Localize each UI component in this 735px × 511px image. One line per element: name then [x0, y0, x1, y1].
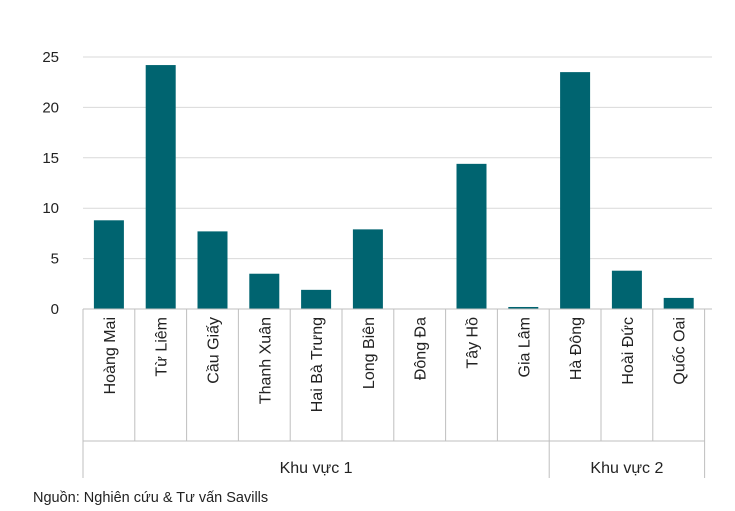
x-axis [82, 308, 712, 478]
x-tick-label: Hoàng Mai [102, 317, 119, 394]
bar [145, 65, 176, 310]
y-tick-label: 20 [42, 99, 59, 116]
bar [301, 289, 332, 309]
x-tick-label: Gia Lâm [516, 317, 533, 377]
x-tick-label: Quốc Oai [672, 317, 689, 385]
bar [560, 72, 591, 310]
x-tick-label: Đông Đa [413, 317, 430, 380]
x-tick-label: Hà Đông [568, 317, 585, 380]
x-tick-label: Từ Liêm [154, 317, 171, 377]
gridlines [83, 56, 712, 260]
y-axis-ticks: 0 5 10 15 20 25 [42, 49, 59, 318]
x-tick-label: Long Biên [361, 317, 378, 389]
bar [352, 229, 383, 309]
bar [663, 297, 694, 309]
x-tick-label: Hoài Đức [620, 317, 637, 385]
y-tick-label: 5 [51, 251, 59, 268]
y-tick-label: 15 [42, 150, 59, 167]
group-label: Khu vực 2 [590, 460, 663, 477]
x-tick-label: Hai Bà Trưng [309, 317, 326, 412]
bar [508, 306, 539, 309]
group-label: Khu vực 1 [280, 460, 353, 477]
x-tick-label: Cầu Giấy [206, 317, 223, 384]
bar [611, 270, 642, 309]
source-note: Nguồn: Nghiên cứu & Tư vấn Savills [33, 490, 269, 506]
bar [249, 273, 280, 309]
bar [93, 220, 124, 309]
bar [197, 231, 228, 309]
x-axis-labels: Hoàng Mai Từ Liêm Cầu Giấy Thanh Xuân Hai Bà… [102, 317, 689, 412]
category-groups: Khu vực 1 Khu vực 2 [280, 460, 664, 477]
y-tick-label: 25 [42, 49, 59, 66]
x-tick-label: Tây Hồ [465, 317, 482, 369]
x-tick-label: Thanh Xuân [257, 317, 274, 404]
bar [456, 163, 487, 309]
bar-chart: 0 5 10 15 20 25 Hoàng Mai Từ Liêm Cầu Giấy Thanh… [42, 49, 712, 478]
y-tick-label: 10 [42, 200, 59, 217]
bars [93, 65, 694, 310]
y-tick-label: 0 [51, 301, 59, 318]
